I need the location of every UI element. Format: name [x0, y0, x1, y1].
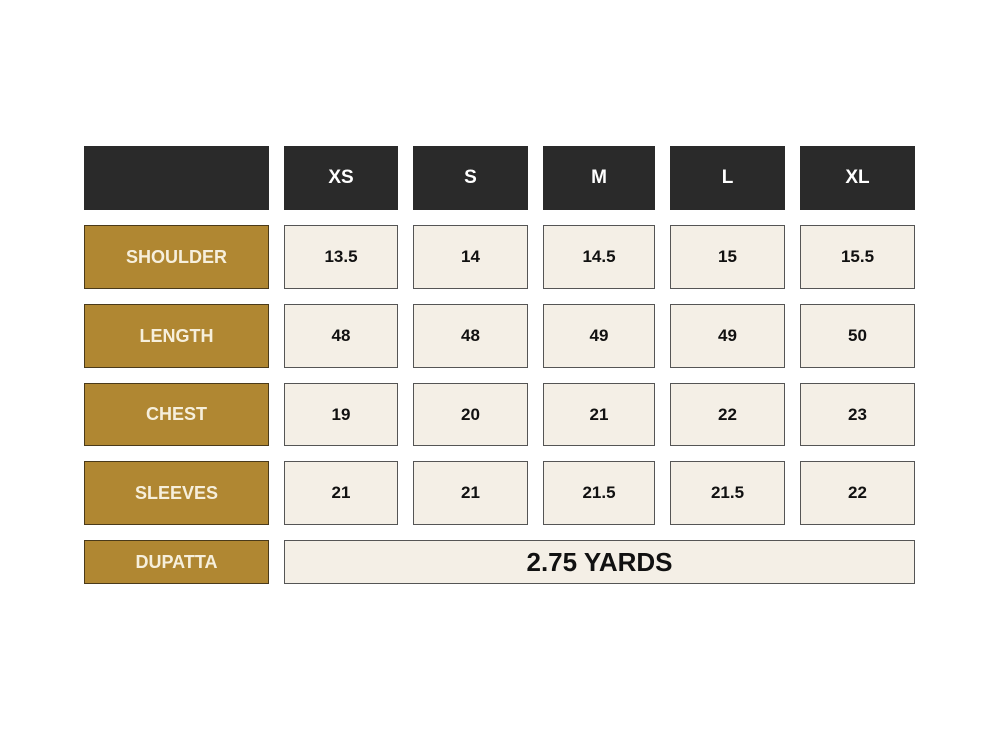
measurement-cell: 13.5	[284, 225, 398, 289]
measurement-cell: 48	[284, 304, 398, 368]
measurement-cell: 21	[284, 461, 398, 525]
measurement-cell: 20	[413, 383, 528, 446]
measurement-cell: 15	[670, 225, 785, 289]
measurement-cell: 23	[800, 383, 915, 446]
measurement-cell: 48	[413, 304, 528, 368]
dupatta-value: 2.75 YARDS	[284, 540, 915, 584]
row-label-shoulder: SHOULDER	[84, 225, 269, 289]
measurement-cell: 21	[543, 383, 655, 446]
measurement-cell: 15.5	[800, 225, 915, 289]
row-label-dupatta: DUPATTA	[84, 540, 269, 584]
size-header-l: L	[670, 146, 785, 210]
measurement-cell: 22	[800, 461, 915, 525]
size-header-xl: XL	[800, 146, 915, 210]
row-label-sleeves: SLEEVES	[84, 461, 269, 525]
measurement-cell: 21.5	[670, 461, 785, 525]
measurement-cell: 21	[413, 461, 528, 525]
measurement-cell: 49	[670, 304, 785, 368]
measurement-cell: 19	[284, 383, 398, 446]
row-label-length: LENGTH	[84, 304, 269, 368]
row-label-chest: CHEST	[84, 383, 269, 446]
measurement-cell: 50	[800, 304, 915, 368]
size-header-xs: XS	[284, 146, 398, 210]
measurement-cell: 21.5	[543, 461, 655, 525]
measurement-cell: 14.5	[543, 225, 655, 289]
measurement-cell: 49	[543, 304, 655, 368]
size-header-m: M	[543, 146, 655, 210]
size-header-s: S	[413, 146, 528, 210]
measurement-cell: 14	[413, 225, 528, 289]
measurement-cell: 22	[670, 383, 785, 446]
header-corner	[84, 146, 269, 210]
